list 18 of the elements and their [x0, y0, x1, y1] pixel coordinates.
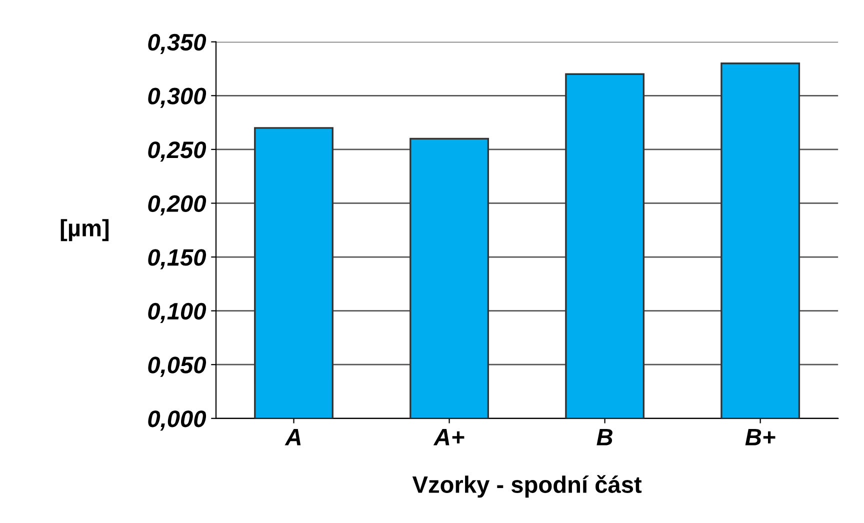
y-tick-label: 0,250	[148, 141, 206, 162]
bar	[410, 138, 489, 418]
bar	[254, 127, 334, 418]
y-axis-title: [µm]	[60, 219, 109, 242]
bar	[720, 62, 800, 418]
x-axis-title: Vzorky - spodní část	[412, 475, 642, 498]
y-tick-label: 0,100	[148, 302, 206, 324]
x-tick-label: B	[596, 428, 612, 446]
y-tick-label: 0,300	[148, 88, 206, 108]
x-tick-label: A+	[433, 428, 464, 446]
bar	[565, 73, 645, 418]
y-tick-label: 0,150	[148, 249, 206, 270]
y-tick-label: 0,350	[148, 34, 206, 54]
x-tick-label: A	[284, 428, 301, 446]
y-tick-label: 0,000	[148, 410, 206, 431]
x-tick-label: B+	[745, 428, 776, 446]
y-tick-label: 0,200	[148, 195, 206, 216]
y-tick-label: 0,050	[148, 356, 206, 377]
